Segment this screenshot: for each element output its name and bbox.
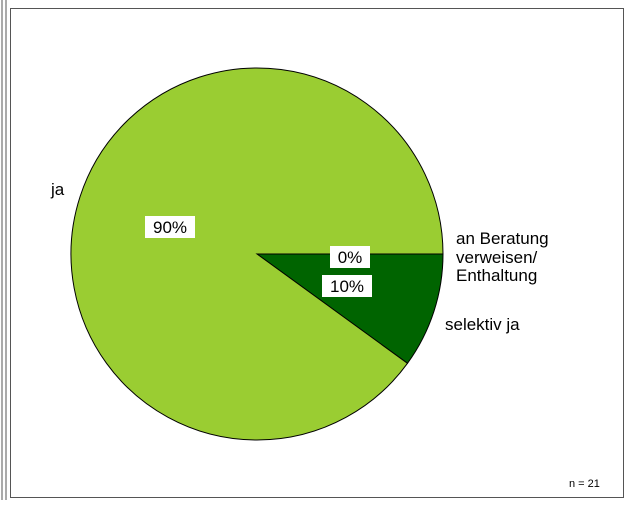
category-label-beratung-line2: verweisen/ [456, 248, 538, 267]
category-label-selektiv-ja: selektiv ja [445, 315, 520, 334]
data-label-10: 10% [330, 277, 364, 296]
pie-slices [70, 67, 444, 441]
label-box-0 [330, 246, 370, 268]
category-label-beratung-line1: an Beratung [456, 229, 549, 248]
pie-slice-selektiv-ja [255, 253, 444, 365]
label-box-10 [322, 275, 372, 297]
data-label-90: 90% [153, 218, 187, 237]
data-label-0: 0% [338, 248, 363, 267]
category-label-ja: ja [50, 180, 65, 199]
sample-size-label: n = 21 [569, 478, 600, 490]
category-label-beratung-line3: Enthaltung [456, 266, 537, 285]
label-box-90 [145, 216, 195, 238]
